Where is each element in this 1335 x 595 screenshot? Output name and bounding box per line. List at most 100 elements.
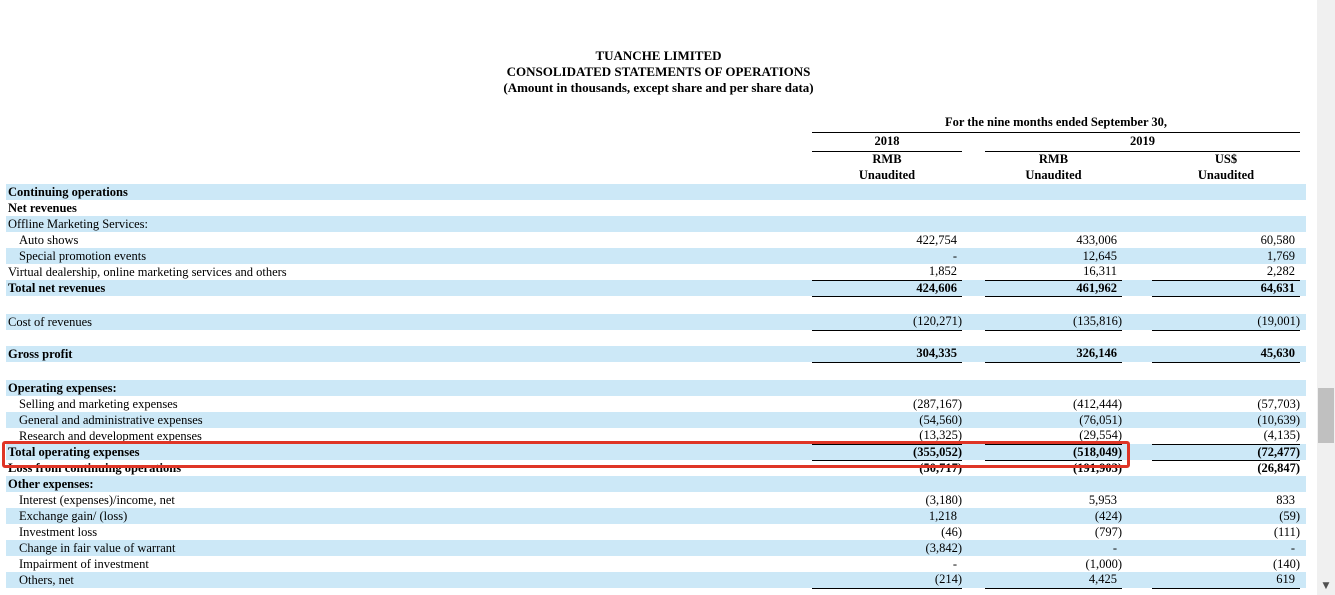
table-row-gross-profit: Gross profit 304,335 326,146 45,630: [6, 346, 1307, 363]
table-row-total-operating-expenses: Total operating expenses (355,052) (518,…: [6, 443, 1307, 461]
value-cell: (120,271): [913, 314, 962, 329]
row-label: Research and development expenses: [19, 428, 202, 443]
value-cell: (797): [1094, 524, 1122, 539]
table-row: Interest (expenses)/income, net (3,180) …: [6, 492, 1307, 508]
table-row: Others, net (214) 4,425 619: [6, 572, 1307, 589]
value-cell: 304,335: [916, 346, 957, 361]
row-label: Others, net: [19, 572, 74, 587]
value-cell: (76,051): [1079, 412, 1122, 427]
value-cell: 45,630: [1260, 346, 1296, 361]
row-label: Exchange gain/ (loss): [19, 508, 128, 523]
value-cell: 433,006: [1076, 232, 1117, 247]
value-cell: -: [952, 556, 957, 571]
row-label: Virtual dealership, online marketing ser…: [8, 264, 287, 279]
value-cell: (13,325): [919, 428, 962, 443]
row-label: Total operating expenses: [8, 444, 140, 459]
col2-currency: RMB: [985, 151, 1122, 167]
value-cell: (10,639): [1257, 412, 1301, 427]
value-cell: (3,180): [925, 492, 962, 507]
table-row: Continuing operations: [6, 184, 1307, 200]
row-label: Auto shows: [19, 232, 79, 247]
value-cell: 16,311: [1083, 264, 1117, 279]
company-name: TUANCHE LIMITED: [595, 48, 722, 63]
value-cell: 326,146: [1076, 346, 1117, 361]
value-cell: 461,962: [1076, 280, 1117, 295]
table-row: Special promotion events - 12,645 1,769: [6, 248, 1307, 264]
value-cell: (214): [934, 572, 962, 587]
table-row: General and administrative expenses (54,…: [6, 412, 1307, 428]
table-row: Offline Marketing Services:: [6, 216, 1307, 232]
value-cell: (424): [1094, 508, 1122, 523]
statement-note: (Amount in thousands, except share and p…: [503, 80, 814, 95]
value-cell: (355,052): [913, 444, 962, 459]
row-label: Selling and marketing expenses: [19, 396, 178, 411]
row-label: Interest (expenses)/income, net: [19, 492, 175, 507]
row-label: Continuing operations: [8, 184, 128, 199]
value-cell: 4,425: [1088, 572, 1117, 587]
row-label: Impairment of investment: [19, 556, 149, 571]
spacer-row: [6, 330, 1307, 346]
statements-table: For the nine months ended September 30, …: [6, 112, 1307, 589]
year-header-row: 2018 2019: [6, 132, 1307, 152]
year-2018: 2018: [812, 132, 962, 152]
year-2019: 2019: [985, 132, 1301, 152]
value-cell: (191,903): [1073, 460, 1122, 475]
scroll-down-arrow-icon[interactable]: ▼: [1322, 581, 1330, 591]
unaudited-header-row: Unaudited Unaudited Unaudited: [6, 167, 1307, 184]
value-cell: (54,560): [919, 412, 962, 427]
value-cell: -: [1112, 540, 1117, 555]
table-row-loss-from-continuing-operations: Loss from continuing operations (50,717)…: [6, 460, 1307, 476]
value-cell: (26,847): [1257, 460, 1301, 475]
table-row: Other expenses:: [6, 476, 1307, 492]
table-row: Investment loss (46) (797) (111): [6, 524, 1307, 540]
table-row: Research and development expenses (13,32…: [6, 428, 1307, 444]
row-label: Special promotion events: [19, 248, 147, 263]
value-cell: 422,754: [916, 232, 957, 247]
row-label: Gross profit: [8, 346, 73, 361]
value-cell: (72,477): [1257, 444, 1301, 459]
row-label: Offline Marketing Services:: [8, 216, 149, 231]
table-row: Impairment of investment - (1,000) (140): [6, 556, 1307, 572]
value-cell: (135,816): [1073, 314, 1122, 329]
row-label: Operating expenses:: [8, 380, 117, 395]
row-label: Net revenues: [8, 200, 77, 215]
period-header: For the nine months ended September 30,: [812, 112, 1301, 133]
scrollbar-thumb[interactable]: [1318, 388, 1334, 443]
value-cell: 60,580: [1260, 232, 1296, 247]
value-cell: (50,717): [919, 460, 962, 475]
value-cell: (3,842): [925, 540, 962, 555]
value-cell: 619: [1276, 572, 1296, 587]
table-row-total-net-revenues: Total net revenues 424,606 461,962 64,63…: [6, 279, 1307, 297]
table-row: Virtual dealership, online marketing ser…: [6, 264, 1307, 280]
value-cell: (57,703): [1257, 396, 1301, 411]
table-row: Selling and marketing expenses (287,167)…: [6, 396, 1307, 412]
spacer-row: [6, 296, 1307, 314]
row-label: Change in fair value of warrant: [19, 540, 176, 555]
value-cell: (19,001): [1257, 314, 1301, 329]
title-block: TUANCHE LIMITED CONSOLIDATED STATEMENTS …: [0, 0, 1317, 96]
value-cell: 64,631: [1260, 280, 1296, 295]
period-header-row: For the nine months ended September 30,: [6, 112, 1307, 133]
value-cell: 424,606: [916, 280, 957, 295]
value-cell: (4,135): [1263, 428, 1301, 443]
table-row: Auto shows 422,754 433,006 60,580: [6, 232, 1307, 248]
value-cell: 1,852: [928, 264, 957, 279]
value-cell: -: [1290, 540, 1296, 555]
row-label: Other expenses:: [8, 476, 94, 491]
value-cell: (29,554): [1079, 428, 1122, 443]
vertical-scrollbar[interactable]: ▼: [1317, 0, 1335, 595]
statement-title: CONSOLIDATED STATEMENTS OF OPERATIONS: [506, 64, 811, 79]
value-cell: 1,218: [928, 508, 957, 523]
value-cell: -: [952, 248, 957, 263]
value-cell: (1,000): [1085, 556, 1122, 571]
value-cell: (111): [1273, 524, 1301, 539]
row-label: Investment loss: [19, 524, 98, 539]
table-row: Operating expenses:: [6, 380, 1307, 396]
col2-note: Unaudited: [985, 167, 1122, 184]
table-row: Change in fair value of warrant (3,842) …: [6, 540, 1307, 556]
value-cell: 833: [1276, 492, 1296, 507]
row-label: Total net revenues: [8, 280, 106, 295]
value-cell: 5,953: [1088, 492, 1117, 507]
value-cell: 2,282: [1266, 264, 1296, 279]
